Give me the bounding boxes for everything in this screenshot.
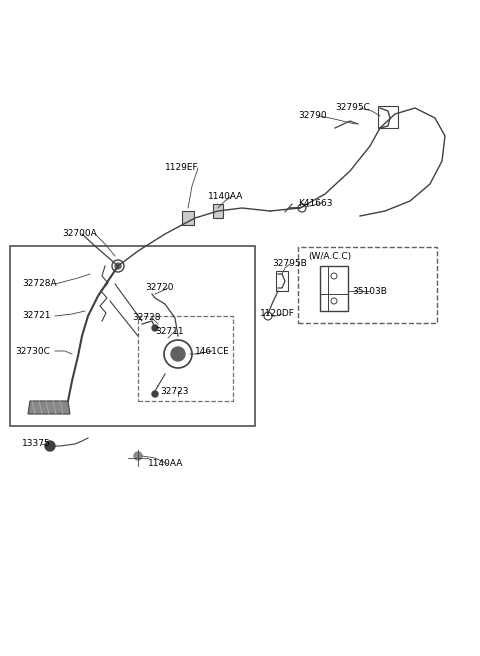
Polygon shape xyxy=(28,401,70,414)
Bar xyxy=(378,106,398,128)
Bar xyxy=(182,211,194,225)
Bar xyxy=(213,204,223,218)
Text: 1140AA: 1140AA xyxy=(148,459,183,468)
Text: 35103B: 35103B xyxy=(352,287,387,295)
Text: 32728A: 32728A xyxy=(22,279,57,289)
Bar xyxy=(320,266,348,311)
Circle shape xyxy=(45,441,55,451)
Text: 1140AA: 1140AA xyxy=(208,192,243,201)
Circle shape xyxy=(171,347,185,361)
Text: 1461CE: 1461CE xyxy=(195,346,230,356)
Text: 32711: 32711 xyxy=(155,327,184,335)
Circle shape xyxy=(115,263,121,269)
Text: 13375: 13375 xyxy=(22,440,51,449)
Circle shape xyxy=(152,325,158,331)
Text: 32790: 32790 xyxy=(298,112,326,121)
Text: 1120DF: 1120DF xyxy=(260,310,295,319)
Text: 32700A: 32700A xyxy=(62,230,97,239)
Circle shape xyxy=(134,452,142,460)
Text: 32723: 32723 xyxy=(160,386,189,396)
Circle shape xyxy=(152,391,158,397)
Text: (W/A.C.C): (W/A.C.C) xyxy=(308,251,351,260)
Text: 32730C: 32730C xyxy=(15,346,50,356)
Bar xyxy=(10,246,255,426)
Text: 1129EF: 1129EF xyxy=(165,163,199,173)
Text: 32728: 32728 xyxy=(132,314,160,323)
Text: 32795C: 32795C xyxy=(335,104,370,112)
Text: 32721: 32721 xyxy=(22,312,50,321)
Text: 32720: 32720 xyxy=(145,283,173,293)
Bar xyxy=(276,271,288,291)
Text: K41663: K41663 xyxy=(298,199,333,207)
Text: 32795B: 32795B xyxy=(272,260,307,268)
Bar xyxy=(138,316,233,401)
